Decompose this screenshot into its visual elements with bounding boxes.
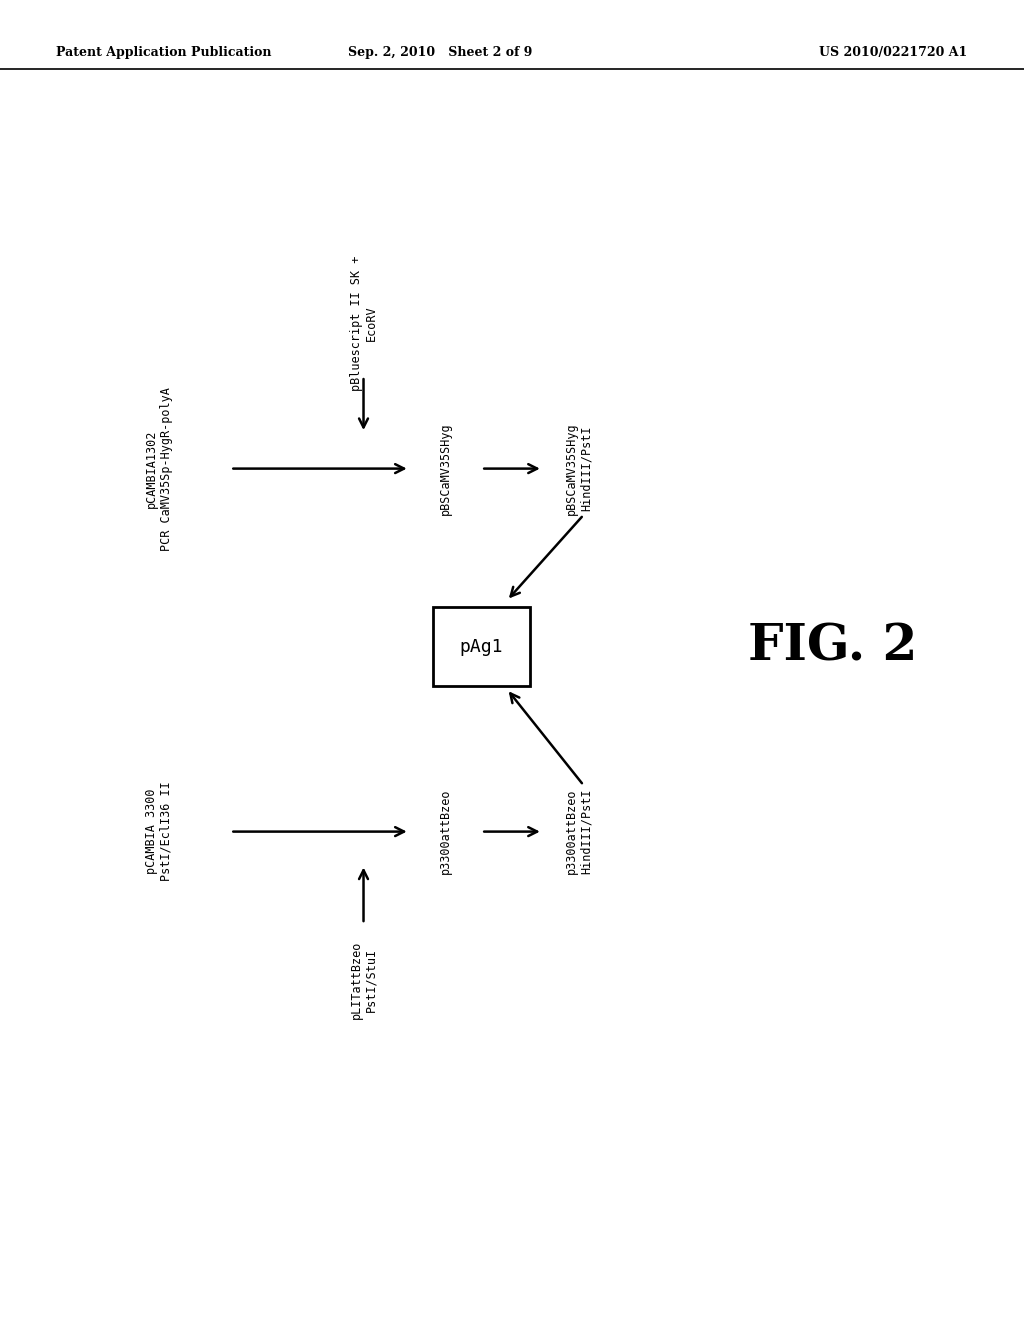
Text: Patent Application Publication: Patent Application Publication [56, 46, 271, 59]
Text: pBluescript II SK +
EcoRV: pBluescript II SK + EcoRV [349, 256, 378, 391]
Text: pBSCaMV35SHyg
HindIII/PstI: pBSCaMV35SHyg HindIII/PstI [564, 422, 593, 515]
Text: FIG. 2: FIG. 2 [748, 622, 916, 672]
Text: pAg1: pAg1 [460, 638, 503, 656]
Text: p3300attBzeo: p3300attBzeo [439, 789, 452, 874]
Bar [432, 607, 530, 686]
Text: pBSCaMV35SHyg: pBSCaMV35SHyg [439, 422, 452, 515]
Text: Sep. 2, 2010   Sheet 2 of 9: Sep. 2, 2010 Sheet 2 of 9 [348, 46, 532, 59]
Text: pLITattBzeo
PstI/StuI: pLITattBzeo PstI/StuI [349, 940, 378, 1019]
Text: pCAMBIA1302
PCR CaMV35Sp-HygR-polyA: pCAMBIA1302 PCR CaMV35Sp-HygR-polyA [144, 387, 173, 550]
Text: p3300attBzeo
HindIII/PstI: p3300attBzeo HindIII/PstI [564, 789, 593, 874]
Text: pCAMBIA 3300
PstI/EclI36 II: pCAMBIA 3300 PstI/EclI36 II [144, 781, 173, 882]
Text: US 2010/0221720 A1: US 2010/0221720 A1 [819, 46, 968, 59]
